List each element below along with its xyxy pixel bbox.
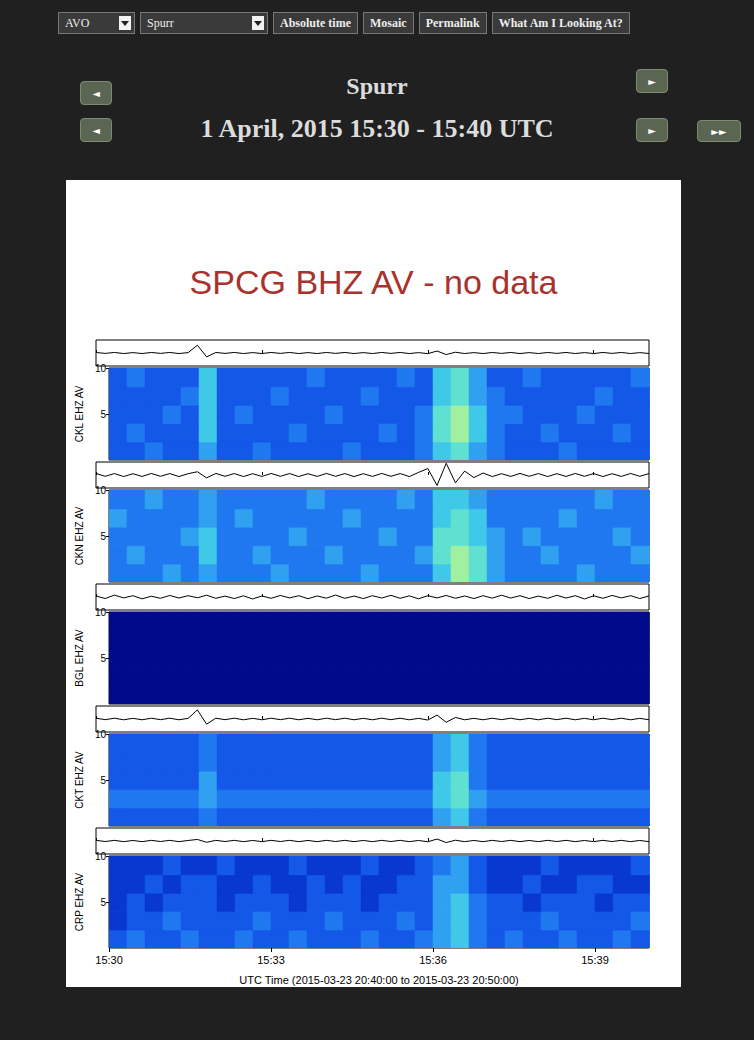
svg-text:SPCG BHZ AV - no data: SPCG BHZ AV - no data [190, 263, 558, 301]
html-text:1 April, 2015 15:30 - 15:40 UT: 1 April, 2015 15:30 - 15:40 UTC [200, 114, 554, 143]
svg-text:15:36: 15:36 [419, 954, 447, 966]
html-text:Spurr: Spurr [147, 15, 174, 30]
svg-text:5: 5 [100, 775, 106, 786]
svg-text:5: 5 [100, 409, 106, 420]
svg-text:CKN EHZ AV: CKN EHZ AV [74, 506, 85, 565]
svg-text:CRP EHZ AV: CRP EHZ AV [74, 872, 85, 931]
html-text:Absolute time: Absolute time [280, 15, 351, 30]
svg-text:10: 10 [95, 363, 107, 374]
svg-text:BGL EHZ AV: BGL EHZ AV [74, 629, 85, 687]
svg-text:5: 5 [100, 653, 106, 664]
svg-text:UTC Time (2015-03-23 20:40:00: UTC Time (2015-03-23 20:40:00 to 2015-03… [239, 974, 518, 986]
svg-text:5: 5 [100, 531, 106, 542]
html-text:Permalink: Permalink [425, 15, 480, 30]
svg-text:10: 10 [95, 851, 107, 862]
svg-text:10: 10 [95, 607, 107, 618]
svg-text:15:39: 15:39 [581, 954, 609, 966]
svg-text:10: 10 [95, 485, 107, 496]
svg-text:15:30: 15:30 [95, 954, 123, 966]
svg-text:CKT EHZ AV: CKT EHZ AV [74, 751, 85, 809]
html-text:AVO: AVO [65, 15, 90, 30]
svg-text:10: 10 [95, 729, 107, 740]
html-text:Spurr: Spurr [346, 73, 408, 99]
svg-text:5: 5 [100, 897, 106, 908]
html-text:Mosaic: Mosaic [370, 15, 407, 30]
html-text:What Am I Looking At?: What Am I Looking At? [498, 15, 623, 30]
svg-text:CKL EHZ AV: CKL EHZ AV [74, 385, 85, 442]
svg-text:15:33: 15:33 [257, 954, 285, 966]
